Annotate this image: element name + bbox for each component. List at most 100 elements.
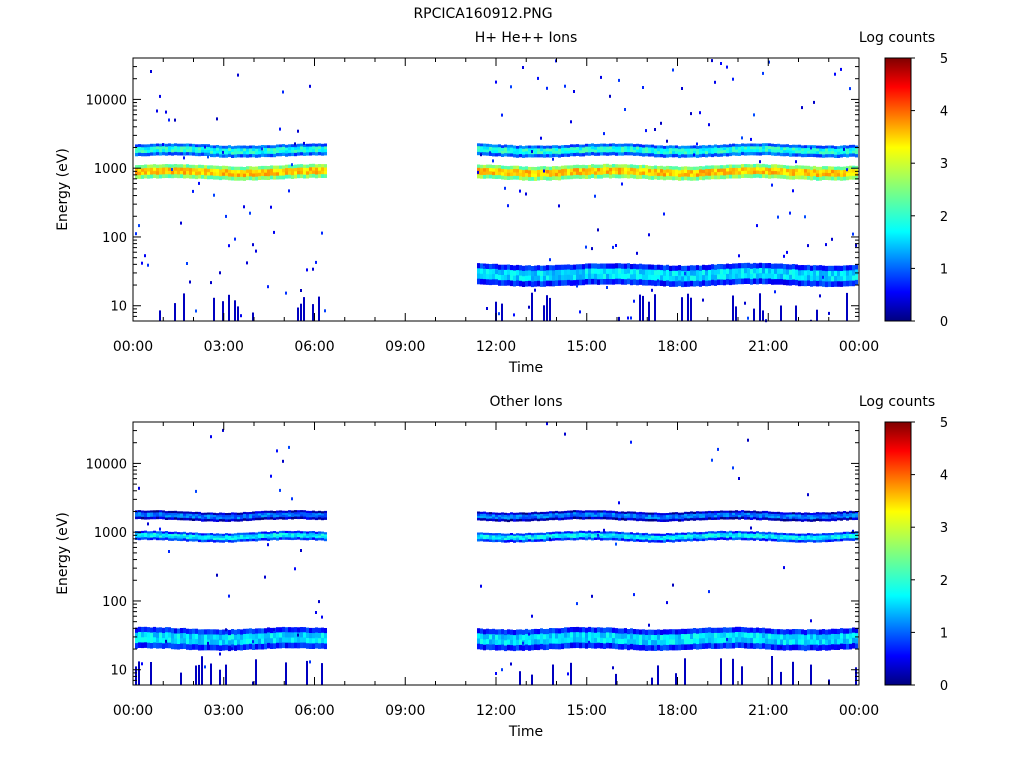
x-tick-label: 21:00 — [748, 339, 788, 355]
heatmap-cell — [297, 637, 300, 644]
heatmap-cell — [477, 534, 480, 538]
heatmap-cell — [237, 517, 240, 520]
heatmap-cell — [507, 166, 510, 170]
heatmap-cell — [720, 530, 723, 534]
heatmap-cell — [714, 172, 717, 176]
heatmap-cell — [807, 493, 809, 497]
heatmap-cell — [831, 535, 834, 538]
heatmap-cell — [156, 643, 159, 649]
heatmap-cell — [612, 517, 615, 520]
heatmap-cell — [672, 518, 675, 522]
heatmap-cell — [552, 638, 555, 644]
heatmap-cell — [210, 281, 212, 285]
heatmap-cell — [645, 150, 648, 154]
heatmap-cell — [519, 176, 522, 181]
heatmap-cell — [822, 644, 825, 651]
heatmap-cell — [561, 145, 564, 149]
heatmap-cell — [492, 512, 495, 515]
heatmap-cell — [699, 628, 702, 634]
heatmap-cell — [183, 627, 186, 634]
heatmap-cell — [138, 514, 141, 517]
heatmap-cell — [546, 634, 549, 640]
heatmap-cell — [705, 275, 708, 282]
heatmap-cell — [597, 632, 600, 638]
heatmap-cell — [135, 666, 137, 685]
heatmap-cell — [732, 263, 735, 270]
heatmap-cell — [741, 512, 744, 515]
heatmap-cell — [231, 151, 234, 156]
heatmap-cell — [195, 513, 198, 517]
heatmap-cell — [216, 639, 219, 646]
heatmap-cell — [792, 189, 794, 193]
heatmap-cell — [195, 516, 198, 519]
heatmap-cell — [789, 518, 792, 522]
heatmap-cell — [624, 164, 627, 168]
heatmap-cell — [171, 164, 174, 169]
heatmap-cell — [204, 629, 207, 635]
heatmap-cell — [561, 280, 564, 286]
heatmap-cell — [852, 172, 855, 177]
heatmap-cell — [192, 518, 195, 521]
heatmap-cell — [603, 163, 606, 168]
heatmap-cell — [576, 264, 579, 270]
heatmap-cell — [480, 534, 483, 537]
heatmap-cell — [168, 642, 171, 649]
heatmap-cell — [249, 151, 252, 155]
heatmap-cell — [285, 168, 288, 172]
heatmap-cell — [759, 513, 762, 517]
heatmap-cell — [138, 175, 141, 179]
heatmap-cell — [708, 123, 710, 127]
heatmap-cell — [843, 644, 846, 650]
heatmap-cell — [549, 145, 552, 149]
heatmap-cell — [156, 627, 159, 634]
heatmap-cell — [306, 146, 309, 150]
heatmap-cell — [243, 634, 246, 640]
heatmap-cell — [690, 151, 693, 155]
heatmap-cell — [837, 644, 840, 650]
heatmap-cell — [207, 629, 210, 635]
heatmap-cell — [480, 628, 483, 635]
heatmap-cell — [810, 176, 813, 181]
heatmap-cell — [477, 174, 480, 179]
heatmap-cell — [135, 168, 138, 173]
heatmap-cell — [531, 674, 533, 685]
heatmap-cell — [639, 274, 642, 280]
heatmap-cell — [663, 212, 665, 216]
heatmap-cell — [720, 627, 723, 634]
heatmap-cell — [144, 153, 147, 157]
heatmap-cell — [159, 171, 162, 176]
heatmap-cell — [174, 638, 177, 645]
heatmap-cell — [150, 643, 153, 649]
heatmap-cell — [648, 264, 651, 270]
heatmap-cell — [234, 512, 237, 516]
heatmap-cell — [849, 147, 852, 152]
heatmap-cell — [306, 152, 309, 156]
heatmap-cell — [150, 637, 153, 644]
heatmap-cell — [840, 177, 843, 181]
heatmap-cell — [312, 267, 314, 271]
heatmap-cell — [528, 166, 531, 171]
heatmap-cell — [507, 533, 510, 537]
heatmap-cell — [255, 517, 258, 521]
heatmap-cell — [822, 166, 825, 170]
heatmap-cell — [489, 279, 492, 286]
heatmap-cell — [753, 308, 755, 321]
heatmap-cell — [516, 512, 519, 516]
heatmap-cell — [579, 269, 582, 275]
heatmap-cell — [852, 627, 855, 634]
heatmap-cell — [282, 459, 284, 463]
heatmap-cell — [582, 150, 585, 154]
heatmap-cell — [180, 513, 183, 516]
heatmap-cell — [135, 516, 138, 520]
heatmap-cell — [573, 175, 576, 179]
heatmap-cell — [657, 540, 660, 543]
heatmap-cell — [615, 531, 618, 535]
heatmap-cell — [612, 146, 615, 150]
heatmap-cell — [621, 143, 624, 148]
heatmap-cell — [288, 514, 291, 517]
heatmap-cell — [291, 171, 294, 176]
heatmap-cell — [606, 268, 609, 275]
heatmap-cell — [279, 510, 282, 513]
heatmap-cell — [591, 273, 594, 280]
heatmap-cell — [849, 628, 852, 634]
